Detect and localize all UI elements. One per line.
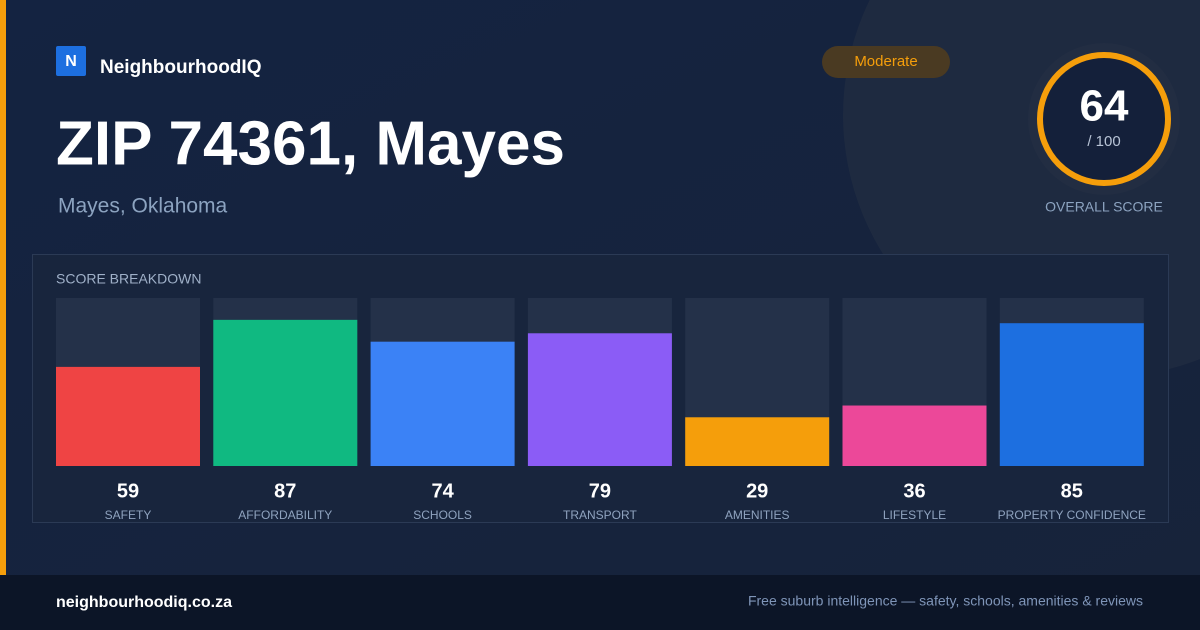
badge (822, 46, 950, 78)
footer-bar (0, 575, 1200, 630)
logo-letter: N (65, 53, 77, 70)
bar (999, 323, 1144, 466)
bar-value: 79 (589, 480, 611, 502)
score-max: / 100 (1087, 133, 1120, 150)
logo (56, 46, 86, 76)
badge-text: Moderate (854, 53, 917, 70)
bar-value: 74 (431, 480, 454, 502)
brand-name: NeighbourhoodIQ (100, 57, 261, 78)
bar (213, 319, 358, 466)
title: ZIP 74361, Mayes (56, 109, 565, 178)
bar-value: 36 (903, 480, 925, 502)
bar-label: AFFORDABILITY (238, 508, 332, 522)
score-value: 64 (1080, 82, 1129, 131)
bar (685, 417, 830, 466)
bar (842, 405, 987, 466)
bar-label: TRANSPORT (563, 508, 637, 522)
bar-value: 85 (1061, 480, 1083, 502)
accent-strip (0, 0, 6, 575)
bar-value: 87 (274, 480, 296, 502)
bar-label: AMENITIES (725, 508, 790, 522)
score-caption: OVERALL SCORE (1045, 199, 1163, 215)
bar-label: SAFETY (105, 508, 152, 522)
footer-tagline: Free suburb intelligence — safety, schoo… (748, 593, 1143, 609)
footer-site: neighbourhoodiq.co.za (56, 594, 232, 611)
score-ring (1037, 52, 1171, 186)
bar (527, 333, 672, 466)
bar (56, 366, 200, 466)
bar-label: LIFESTYLE (883, 508, 946, 522)
bar-value: 59 (117, 480, 139, 502)
bar-label: SCHOOLS (413, 508, 472, 522)
breakdown-title: SCORE BREAKDOWN (56, 271, 201, 287)
bar (370, 341, 515, 466)
bar-label: PROPERTY CONFIDENCE (998, 508, 1146, 522)
bar-value: 29 (746, 480, 768, 502)
subtitle: Mayes, Oklahoma (58, 195, 228, 218)
